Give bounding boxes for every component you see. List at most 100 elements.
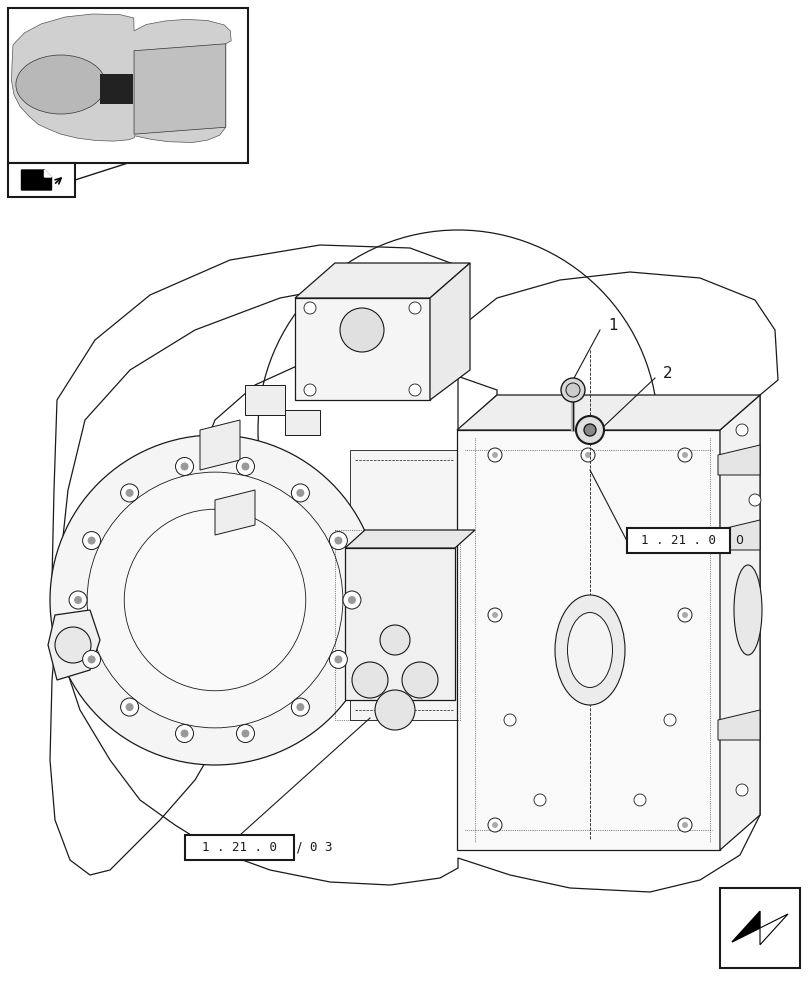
Bar: [285, 410, 320, 435]
Circle shape: [241, 462, 249, 470]
Polygon shape: [430, 263, 470, 400]
Polygon shape: [350, 450, 457, 720]
Circle shape: [677, 608, 691, 622]
Polygon shape: [717, 710, 759, 740]
Circle shape: [409, 384, 420, 396]
Circle shape: [581, 448, 594, 462]
Circle shape: [88, 655, 96, 663]
Circle shape: [633, 794, 646, 806]
Ellipse shape: [124, 509, 306, 691]
Circle shape: [748, 494, 760, 506]
Circle shape: [491, 612, 497, 618]
Circle shape: [88, 537, 96, 545]
Polygon shape: [294, 298, 430, 400]
Circle shape: [180, 730, 188, 738]
Circle shape: [334, 537, 342, 545]
Circle shape: [121, 484, 139, 502]
Circle shape: [329, 532, 347, 550]
Circle shape: [487, 608, 501, 622]
Circle shape: [565, 383, 579, 397]
Bar: [8, 163, 75, 197]
Text: 2: 2: [663, 366, 672, 381]
Circle shape: [175, 457, 193, 475]
Text: 1 . 21 . 0: 1 . 21 . 0: [641, 534, 715, 548]
Circle shape: [735, 784, 747, 796]
Text: 1: 1: [607, 318, 617, 332]
Circle shape: [681, 452, 687, 458]
Circle shape: [401, 662, 437, 698]
Circle shape: [487, 448, 501, 462]
Polygon shape: [457, 430, 719, 850]
Polygon shape: [719, 395, 759, 850]
Circle shape: [575, 416, 603, 444]
Circle shape: [348, 596, 355, 604]
Circle shape: [534, 794, 545, 806]
Polygon shape: [200, 420, 240, 470]
Circle shape: [663, 714, 676, 726]
Text: /: /: [297, 841, 301, 855]
Circle shape: [303, 384, 315, 396]
Polygon shape: [215, 490, 255, 535]
Polygon shape: [759, 914, 787, 945]
Polygon shape: [731, 911, 759, 942]
Ellipse shape: [50, 435, 380, 765]
Ellipse shape: [87, 472, 342, 728]
Circle shape: [681, 822, 687, 828]
Circle shape: [677, 448, 691, 462]
Circle shape: [74, 596, 82, 604]
Ellipse shape: [16, 55, 105, 114]
Polygon shape: [717, 520, 759, 550]
Circle shape: [681, 612, 687, 618]
Circle shape: [487, 818, 501, 832]
Polygon shape: [457, 395, 759, 430]
Circle shape: [121, 698, 139, 716]
Circle shape: [677, 818, 691, 832]
Circle shape: [329, 650, 347, 668]
Circle shape: [296, 703, 304, 711]
Circle shape: [491, 822, 497, 828]
Circle shape: [236, 725, 254, 743]
Polygon shape: [11, 14, 231, 143]
Circle shape: [581, 608, 594, 622]
Circle shape: [340, 308, 384, 352]
Circle shape: [303, 302, 315, 314]
Text: 0 3: 0 3: [310, 841, 332, 854]
Circle shape: [334, 655, 342, 663]
Circle shape: [180, 462, 188, 470]
Circle shape: [504, 714, 515, 726]
Circle shape: [409, 302, 420, 314]
Bar: [245, 385, 285, 415]
Polygon shape: [45, 170, 51, 177]
Ellipse shape: [567, 612, 611, 688]
Bar: [185, 835, 294, 860]
Polygon shape: [100, 74, 133, 104]
Polygon shape: [345, 548, 454, 700]
Polygon shape: [134, 44, 225, 134]
Text: 1 . 21 . 0: 1 . 21 . 0: [202, 841, 277, 854]
Circle shape: [296, 489, 304, 497]
Circle shape: [126, 703, 134, 711]
Circle shape: [69, 591, 87, 609]
Circle shape: [741, 714, 753, 726]
Circle shape: [241, 730, 249, 738]
Polygon shape: [48, 610, 100, 680]
Circle shape: [560, 378, 584, 402]
Circle shape: [584, 452, 590, 458]
Circle shape: [375, 690, 414, 730]
Polygon shape: [21, 170, 51, 190]
Bar: [719, 888, 799, 968]
Polygon shape: [717, 445, 759, 475]
Circle shape: [583, 424, 595, 436]
Circle shape: [175, 725, 193, 743]
Circle shape: [83, 532, 101, 550]
Ellipse shape: [554, 595, 624, 705]
Circle shape: [351, 662, 388, 698]
Circle shape: [291, 698, 309, 716]
Circle shape: [55, 627, 91, 663]
Circle shape: [491, 452, 497, 458]
Circle shape: [236, 457, 254, 475]
Circle shape: [126, 489, 134, 497]
Circle shape: [83, 650, 101, 668]
Ellipse shape: [733, 565, 761, 655]
Circle shape: [380, 625, 410, 655]
